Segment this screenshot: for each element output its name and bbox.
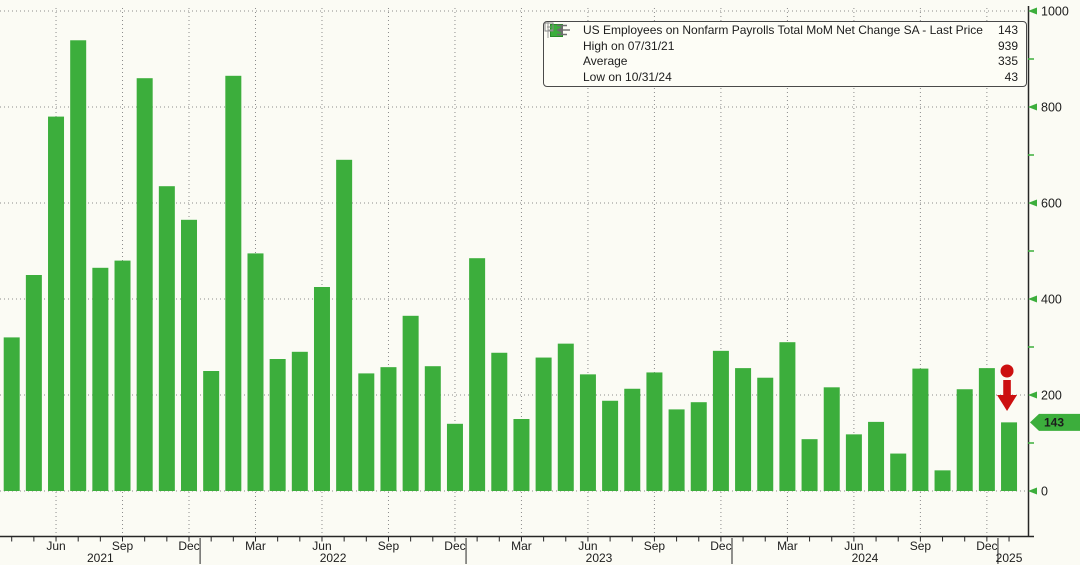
bar-Sep-2024 [912, 368, 929, 491]
x-year-label-2021: 2021 [87, 551, 114, 565]
bar-May-2024 [823, 387, 840, 491]
x-year-label-2023: 2023 [586, 551, 613, 565]
x-tick-label-Jun-2021: Jun [46, 539, 65, 553]
x-tick-label-Sep-2021: Sep [112, 539, 134, 553]
bar-Apr-2022 [269, 359, 286, 491]
y-tick-label-0: 0 [1041, 485, 1048, 499]
high-value: 939 [997, 38, 1018, 53]
legend-row-high[interactable]: High on 07/31/21 939 [547, 22, 1018, 55]
bar-May-2022 [291, 351, 308, 491]
series-last-price-value: 143 [997, 23, 1018, 38]
bar-Jun-2022 [313, 287, 330, 491]
bar-Nov-2023 [690, 402, 707, 491]
bar-Jul-2023 [602, 400, 619, 491]
x-year-label-2022: 2022 [320, 551, 347, 565]
bar-Nov-2024 [956, 389, 973, 491]
bar-Aug-2022 [358, 373, 375, 491]
bar-Aug-2021 [92, 267, 109, 491]
y-tick-label-1000: 1000 [1041, 5, 1069, 19]
y-tick-arrow-800 [1028, 103, 1037, 111]
y-tick-label-600: 600 [1041, 197, 1062, 211]
x-tick-label-Jun-2024: Jun [844, 539, 863, 553]
bar-Jun-2023 [579, 374, 596, 491]
bar-Oct-2022 [402, 315, 419, 491]
bar-Dec-2023 [712, 350, 729, 491]
x-tick-label-Sep-2024: Sep [910, 539, 932, 553]
bar-Jan-2022 [203, 371, 220, 491]
legend-row-series[interactable]: US Employees on Nonfarm Payrolls Total M… [544, 22, 1018, 39]
x-tick-label-Mar-2023: Mar [511, 539, 532, 553]
bar-Aug-2024 [890, 453, 907, 491]
bar-Mar-2022 [247, 253, 264, 491]
y-tick-arrow-600 [1028, 199, 1037, 207]
x-tick-label-Dec-2021: Dec [178, 539, 199, 553]
bar-Feb-2023 [491, 352, 508, 491]
legend-row-average[interactable]: Average 335 [547, 22, 1018, 70]
bar-Feb-2022 [225, 75, 242, 492]
bar-Nov-2021 [158, 186, 175, 491]
bar-Mar-2024 [779, 342, 796, 491]
bar-Jun-2021 [48, 116, 65, 491]
low-label: Low on 10/31/24 [583, 69, 672, 84]
bar-Jan-2023 [469, 258, 486, 491]
x-tick-label-Sep-2022: Sep [378, 539, 400, 553]
bar-May-2023 [557, 343, 574, 491]
x-tick-label-Jun-2023: Jun [578, 539, 597, 553]
x-tick-label-Sep-2023: Sep [644, 539, 666, 553]
bar-Dec-2024 [978, 368, 995, 491]
bar-Jul-2022 [336, 159, 353, 492]
low-value: 43 [1004, 69, 1018, 84]
y-tick-arrow-200 [1028, 391, 1037, 399]
bar-Aug-2023 [624, 388, 641, 491]
bar-Feb-2024 [757, 377, 774, 491]
bar-Jul-2021 [70, 40, 87, 491]
last-price-tag [1030, 413, 1080, 431]
bar-Oct-2024 [934, 470, 951, 491]
average-label: Average [583, 54, 628, 69]
bar-Oct-2021 [136, 78, 153, 491]
bar-Mar-2023 [513, 419, 530, 491]
series-label: US Employees on Nonfarm Payrolls Total M… [583, 23, 983, 38]
high-label: High on 07/31/21 [583, 38, 675, 53]
x-tick-label-Jun-2022: Jun [312, 539, 331, 553]
y-tick-arrow-1000 [1028, 7, 1037, 15]
bar-May-2021 [25, 275, 42, 491]
y-tick-arrow-400 [1028, 295, 1037, 303]
y-tick-label-400: 400 [1041, 293, 1062, 307]
bar-Apr-2023 [535, 357, 552, 491]
bar-Sep-2021 [114, 260, 131, 491]
low-marker-icon [547, 22, 567, 36]
y-tick-arrow-0 [1028, 487, 1037, 495]
bar-Jan-2024 [735, 368, 752, 491]
chart-legend: US Employees on Nonfarm Payrolls Total M… [543, 21, 1027, 87]
bar-Apr-2024 [801, 439, 818, 491]
bar-Jun-2024 [845, 434, 862, 491]
bar-Jul-2024 [868, 421, 885, 491]
y-tick-label-800: 800 [1041, 101, 1062, 115]
bar-Nov-2022 [424, 366, 441, 491]
bar-Sep-2022 [380, 367, 397, 491]
red-dot-annotation [1000, 364, 1014, 378]
x-year-label-2025: 2025 [996, 551, 1023, 565]
x-tick-label-Mar-2022: Mar [245, 539, 266, 553]
average-value: 335 [997, 54, 1018, 69]
red-down-arrow-icon [997, 380, 1018, 411]
y-tick-label-200: 200 [1041, 389, 1062, 403]
bar-Sep-2023 [646, 372, 663, 491]
legend-row-low[interactable]: Low on 10/31/24 43 [547, 22, 1018, 86]
x-tick-label-Dec-2024: Dec [976, 539, 997, 553]
bar-Oct-2023 [668, 409, 685, 491]
bar-Jan-2025 [1001, 422, 1018, 491]
x-year-label-2024: 2024 [852, 551, 879, 565]
bar-Dec-2021 [181, 219, 198, 492]
last-price-tag-label: 143 [1044, 416, 1064, 430]
x-tick-label-Dec-2022: Dec [444, 539, 465, 553]
bar-Apr-2021 [3, 337, 20, 491]
bar-Dec-2022 [446, 423, 463, 491]
x-tick-label-Dec-2023: Dec [710, 539, 731, 553]
x-tick-label-Mar-2024: Mar [777, 539, 798, 553]
